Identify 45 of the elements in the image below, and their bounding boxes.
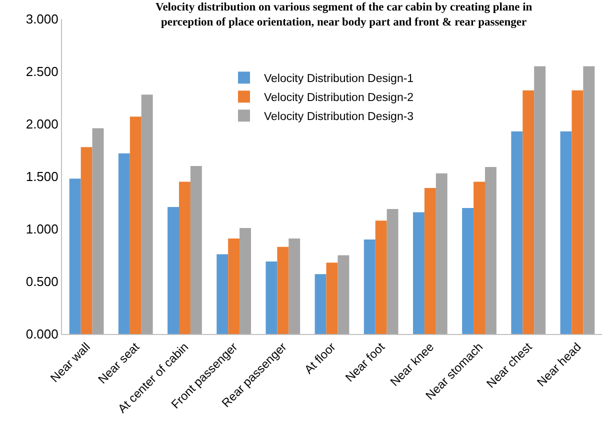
y-tick-label: 3.000: [26, 12, 58, 27]
bar: [141, 94, 153, 334]
bar: [179, 182, 190, 334]
bar: [266, 262, 278, 334]
y-tick-label: 1.500: [26, 169, 58, 184]
bar: [314, 274, 326, 334]
bar: [240, 228, 251, 334]
bar: [216, 254, 228, 334]
legend-label: Velocity Distribution Design-2: [264, 92, 414, 104]
bar: [288, 238, 300, 334]
bar: [424, 188, 436, 334]
y-tick-label: 0.500: [26, 274, 58, 290]
bar: [338, 255, 350, 334]
y-tick-label: 2.000: [26, 116, 58, 132]
bar: [572, 90, 584, 334]
bar: [522, 90, 534, 334]
chart-title: Velocity distribution on various segment of the car cabin by creating plane in perception of place orientation, near body part and front & rear passenger: [155, 2, 533, 29]
bar: [168, 206, 179, 334]
bar: [485, 167, 496, 334]
bar: [364, 240, 376, 334]
bar: [80, 147, 92, 334]
bar: [92, 128, 104, 334]
y-tick-label: 2.500: [26, 64, 58, 80]
bar: [130, 116, 142, 334]
bar: [375, 220, 387, 334]
bar: [560, 131, 572, 334]
y-tick-label: 0.000: [26, 326, 58, 342]
legend-label: Velocity Distribution Design-1: [264, 73, 414, 86]
x-tick-label: At floor: [302, 340, 338, 377]
bar: [474, 182, 485, 334]
bar: [118, 153, 130, 334]
bar: [413, 212, 424, 334]
bar: [326, 262, 338, 334]
bar: [69, 178, 81, 334]
bar: [386, 209, 398, 334]
bar: [436, 173, 448, 334]
bar: [228, 238, 240, 334]
bar: [190, 166, 202, 334]
y-tick-label: 1.000: [26, 222, 58, 237]
bar: [583, 66, 595, 334]
bar: [462, 208, 474, 334]
bar: [277, 246, 289, 334]
legend-label: Velocity Distribution Design-3: [264, 111, 414, 124]
bar: [511, 131, 523, 334]
bar: [534, 66, 546, 334]
